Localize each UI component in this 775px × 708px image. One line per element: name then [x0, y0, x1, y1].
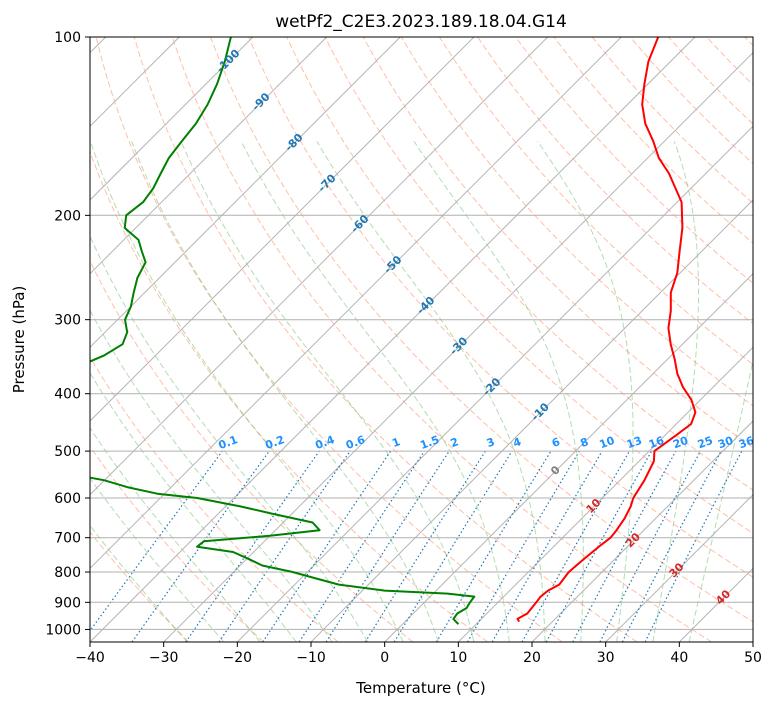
mixing-ratio-label: 0.4: [313, 433, 336, 452]
x-tick-label: 10: [449, 650, 467, 666]
mixing-ratio-label: 0.2: [264, 433, 287, 452]
dry-adiabat: [90, 356, 339, 642]
mixing-ratio-label: 0.6: [344, 433, 367, 452]
isotherm-line: [236, 125, 753, 642]
dry-adiabat: [95, 37, 563, 642]
mixing-ratio-label: 6: [550, 435, 562, 450]
isotherm-line: [163, 51, 753, 642]
x-tick-label: 50: [744, 650, 762, 666]
dry-adiabat: [171, 37, 712, 642]
y-tick-label: 900: [54, 595, 81, 611]
isotherm-line: [531, 420, 753, 642]
mixing-ratio-line: [644, 450, 743, 642]
y-tick-label: 700: [54, 531, 81, 547]
dry-adiabat: [90, 445, 264, 642]
mixing-ratio-label: 3: [485, 435, 497, 450]
isotherm-line: [384, 272, 753, 642]
mixing-ratio-label: 1: [390, 435, 402, 450]
isotherm-line: [752, 641, 753, 642]
mixing-ratio-label: 20: [671, 434, 690, 452]
isotherm-line: [90, 37, 696, 642]
isotherm-line: [90, 37, 475, 422]
x-tick-label: −30: [149, 650, 179, 666]
x-axis-label: Temperature (°C): [355, 679, 485, 697]
y-tick-label: 500: [54, 444, 81, 460]
mixing-ratio-line: [90, 450, 223, 632]
profiles: [90, 37, 697, 625]
mixing-ratio-line: [572, 450, 677, 642]
mixing-ratio-label: 16: [647, 434, 666, 452]
dry-adiabat: [248, 37, 753, 578]
y-tick-label: 100: [54, 30, 81, 46]
y-tick-label: 1000: [45, 622, 81, 638]
mixing-ratio-line: [393, 450, 513, 642]
mixing-ratio-line: [262, 450, 392, 642]
dry-adiabat: [133, 37, 638, 642]
mixing-ratio-label: 13: [625, 434, 644, 451]
chart-title: wetPf2_C2E3.2023.189.18.04.G14: [275, 12, 567, 32]
mixing-ratio-label: 0.1: [217, 433, 240, 452]
isotherm-line: [90, 37, 622, 570]
mixing-ratio-line: [298, 450, 425, 642]
x-tick-label: −20: [223, 650, 253, 666]
mixing-ratio-label: 25: [696, 434, 715, 451]
mixing-ratio-label: 2: [449, 435, 461, 450]
isotherm-line: [90, 37, 328, 275]
x-tick-label: 30: [597, 650, 615, 666]
dry-adiabat: [90, 150, 488, 642]
mixing-ratio-line: [521, 450, 631, 642]
y-tick-label: 800: [54, 565, 81, 581]
mixing-ratio-line: [131, 450, 270, 642]
mixing-ratio-label: 10: [598, 434, 617, 452]
y-axis-label: Pressure (hPa): [10, 286, 28, 394]
y-tick-label: 600: [54, 491, 81, 507]
y-tick-label: 400: [54, 387, 81, 403]
dry-adiabat: [210, 37, 753, 623]
mixing-ratio-line: [218, 450, 351, 642]
dry-adiabat: [515, 37, 753, 284]
mixing-ratio-line: [185, 450, 320, 642]
y-tick-label: 300: [54, 313, 81, 329]
isotherm-line: [310, 199, 753, 642]
mixing-ratio-label: 1.5: [418, 433, 441, 452]
profile-line: [516, 37, 697, 623]
mixing-ratio-label: 8: [579, 435, 591, 450]
mixing-ratio-label: 4: [511, 435, 523, 450]
isotherm-line: [90, 37, 254, 201]
isotherm-line: [605, 493, 753, 642]
dry-adiabat: [438, 37, 753, 366]
y-tick-label: 200: [54, 208, 81, 224]
dry-adiabat: [400, 37, 753, 407]
plot-area: [90, 37, 753, 642]
plot-frame: [89, 36, 754, 643]
isotherm-line: [90, 37, 401, 349]
mixing-ratio-label: 30: [716, 434, 735, 452]
x-tick-label: 0: [380, 650, 389, 666]
y-axis-ticks: 100 200 300 400 500 600 700 800 900 1000: [45, 30, 90, 638]
dry-adiabat: [90, 531, 190, 642]
mixing-ratio-line: [545, 450, 653, 642]
x-tick-label: −40: [75, 650, 105, 666]
isotherm-line: [457, 346, 753, 642]
mixing-ratio-label: 36: [737, 434, 756, 452]
mixing-ratio-line: [325, 450, 450, 642]
profile-line: [90, 37, 476, 625]
x-tick-label: 40: [670, 650, 688, 666]
x-axis-ticks: −40 −30 −20 −10 0 10 20 30 40 50: [75, 642, 762, 666]
isotherm-line: [90, 37, 549, 496]
x-tick-label: −10: [296, 650, 326, 666]
x-tick-label: 20: [523, 650, 541, 666]
